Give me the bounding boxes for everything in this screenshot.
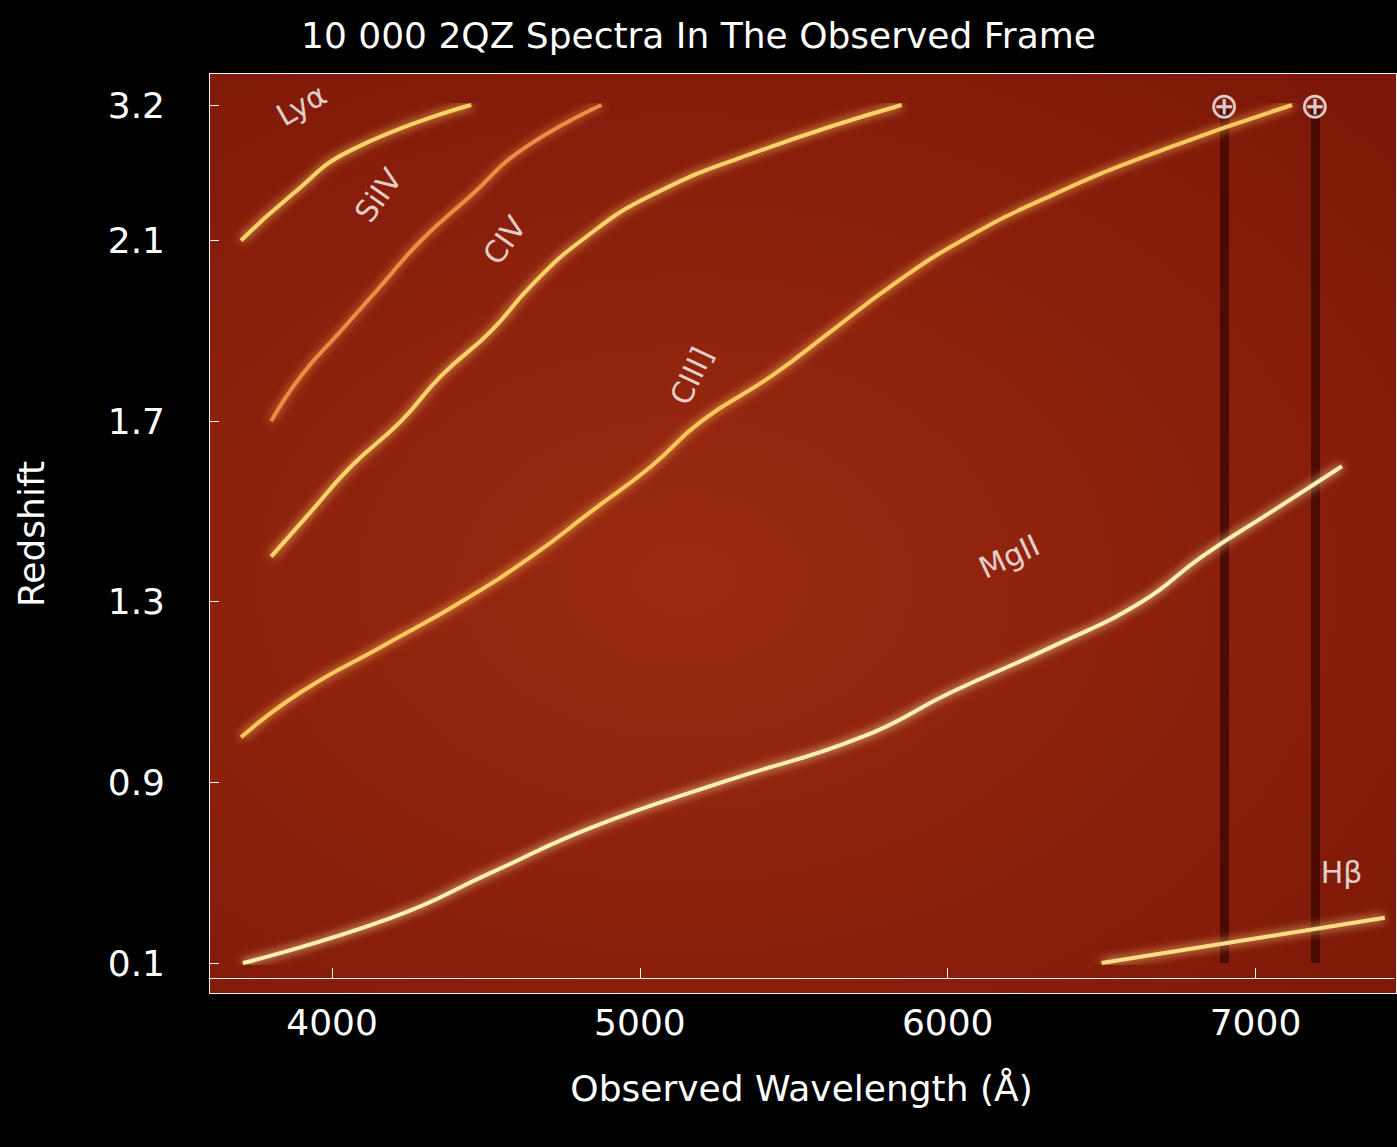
svg-text:CIV: CIV — [476, 209, 534, 271]
svg-text:Hβ: Hβ — [1321, 855, 1363, 890]
svg-text:CIII]: CIII] — [663, 342, 720, 410]
svg-text:0.9: 0.9 — [108, 762, 165, 803]
svg-text:Redshift: Redshift — [11, 461, 52, 607]
svg-text:7000: 7000 — [1210, 1002, 1302, 1043]
svg-text:Lyα: Lyα — [270, 77, 332, 133]
svg-text:2.1: 2.1 — [108, 220, 165, 261]
svg-text:Observed Wavelength (Å): Observed Wavelength (Å) — [570, 1067, 1032, 1109]
svg-text:1.3: 1.3 — [108, 581, 165, 622]
svg-text:5000: 5000 — [594, 1002, 686, 1043]
svg-text:SiIV: SiIV — [348, 162, 410, 229]
svg-text:0.1: 0.1 — [108, 943, 165, 984]
svg-text:3.2: 3.2 — [108, 85, 165, 126]
svg-text:⊕: ⊕ — [1209, 85, 1239, 126]
svg-text:⊕: ⊕ — [1300, 85, 1330, 126]
svg-text:4000: 4000 — [286, 1002, 378, 1043]
svg-text:1.7: 1.7 — [108, 401, 165, 442]
svg-text:6000: 6000 — [902, 1002, 994, 1043]
svg-text:10 000 2QZ Spectra In The Obse: 10 000 2QZ Spectra In The Observed Frame — [301, 15, 1096, 56]
svg-text:MgII: MgII — [973, 527, 1045, 585]
